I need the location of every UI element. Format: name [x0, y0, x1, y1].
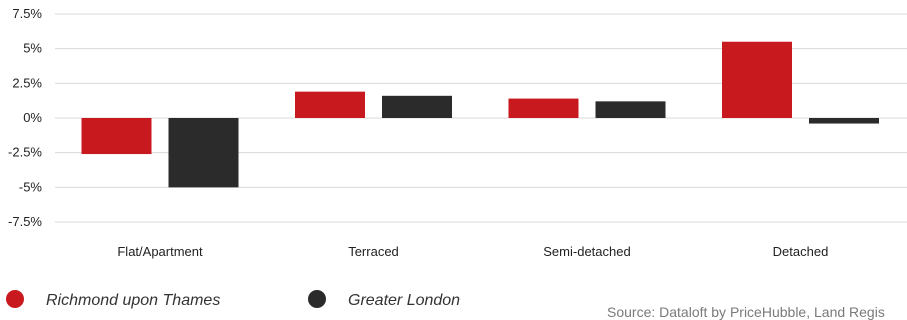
x-category-label: Semi-detached: [543, 244, 630, 259]
y-tick-label: 2.5%: [12, 75, 42, 90]
source-note: Source: Dataloft by PriceHubble, Land Re…: [607, 304, 885, 320]
x-category-label: Terraced: [348, 244, 399, 259]
bar-greater-london-flat-apartment: [168, 118, 239, 188]
y-axis-tick-labels: 7.5% 5% 2.5% 0% -2.5% -5% -7.5%: [8, 6, 42, 229]
bar-richmond-detached: [722, 41, 792, 118]
x-axis-category-labels: Flat/Apartment Terraced Semi-detached Detac…: [117, 244, 828, 259]
x-category-label: Flat/Apartment: [117, 244, 203, 259]
legend-label-greater-london: Greater London: [348, 292, 460, 309]
bar-richmond-terraced: [295, 91, 365, 118]
y-tick-label: 0%: [23, 110, 42, 125]
bar-greater-london-terraced: [382, 95, 452, 118]
bar-richmond-flat-apartment: [81, 118, 152, 155]
legend-marker-richmond: [6, 290, 24, 308]
bars: [81, 41, 879, 188]
y-tick-label: -5%: [19, 179, 43, 194]
x-category-label: Detached: [773, 244, 829, 259]
bar-richmond-semi-detached: [508, 98, 579, 118]
bar-greater-london-detached: [809, 118, 879, 124]
y-tick-label: -2.5%: [8, 145, 42, 160]
y-tick-label: 5%: [23, 41, 42, 56]
legend: Richmond upon Thames Greater London: [6, 290, 460, 309]
legend-marker-greater-london: [308, 290, 326, 308]
y-tick-label: -7.5%: [8, 214, 42, 229]
y-tick-label: 7.5%: [12, 6, 42, 21]
bar-greater-london-semi-detached: [595, 101, 666, 118]
legend-label-richmond: Richmond upon Thames: [46, 292, 220, 309]
